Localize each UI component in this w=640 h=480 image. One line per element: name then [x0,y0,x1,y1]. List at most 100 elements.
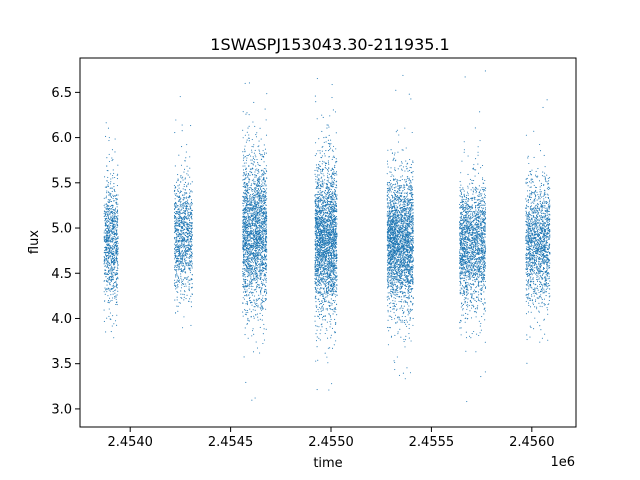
data-point [242,175,244,177]
data-point [106,284,108,286]
data-point [243,197,245,199]
data-point [263,275,265,277]
data-point [187,170,189,172]
data-point [103,252,105,254]
data-point [190,245,192,247]
data-point [263,242,265,244]
data-point [111,208,113,210]
data-point [185,247,187,249]
data-point [184,251,186,253]
data-point [254,269,256,272]
data-point [184,265,186,267]
data-point [109,235,111,237]
data-point [187,199,189,201]
data-point [246,265,248,267]
data-point [191,257,193,259]
data-point [187,276,189,278]
data-point [179,262,182,264]
data-point [247,188,249,190]
data-point [104,249,106,251]
data-point [244,252,246,254]
data-point [265,173,267,175]
data-point [183,225,185,227]
data-point [116,277,118,279]
data-point [259,269,261,271]
data-point [178,240,180,242]
data-point [257,243,259,245]
data-point [262,173,264,175]
data-point [261,287,263,290]
data-point [315,215,317,217]
data-point [114,224,116,226]
data-point [242,151,244,153]
data-point [116,203,118,205]
data-point [175,271,178,273]
data-point [247,283,249,285]
data-point [106,165,108,167]
data-point [183,204,185,206]
data-point [179,221,182,223]
data-point [242,245,244,247]
data-point [259,186,261,188]
data-point [115,228,117,230]
data-point [253,300,255,302]
data-point [243,162,245,164]
data-point [115,279,118,281]
data-point [258,185,260,187]
data-point [262,217,264,220]
data-point [332,174,334,176]
data-point [259,150,261,152]
data-point [257,227,259,229]
data-point [260,196,262,198]
data-point [174,223,176,225]
data-point [110,288,112,290]
data-point [251,139,253,141]
data-point [262,239,264,241]
data-point [263,191,265,193]
data-point [178,302,180,304]
data-point [260,170,262,172]
data-point [256,277,258,279]
data-point [322,179,324,181]
data-point [334,167,336,169]
data-point [176,246,178,249]
data-point [249,254,251,256]
data-point [246,157,248,159]
data-point [331,271,333,273]
data-point [112,315,114,317]
data-point [108,209,110,211]
data-point [175,274,177,276]
data-point [184,250,186,252]
data-point [250,301,252,303]
data-point [244,309,246,311]
data-point [265,236,267,238]
data-point [324,332,326,335]
data-point [263,339,266,341]
data-point [104,265,106,267]
data-point [246,139,248,141]
data-point [113,258,115,260]
data-point [113,246,115,248]
data-point [116,250,118,252]
data-point [103,239,106,241]
data-point [256,303,258,305]
data-point [259,267,261,269]
data-point [184,202,186,204]
data-point [111,276,113,278]
data-point [260,269,262,271]
data-point [184,249,186,251]
data-point [333,293,335,295]
data-point [179,212,181,215]
data-point [242,315,244,317]
data-point [254,183,256,186]
data-point [331,207,334,210]
data-point [175,275,177,277]
data-point [177,213,180,215]
data-point [335,322,337,324]
data-point [113,231,115,233]
data-point [111,233,113,235]
data-point [114,195,116,197]
data-point [260,274,262,276]
data-point [250,214,252,216]
data-point [248,82,250,84]
